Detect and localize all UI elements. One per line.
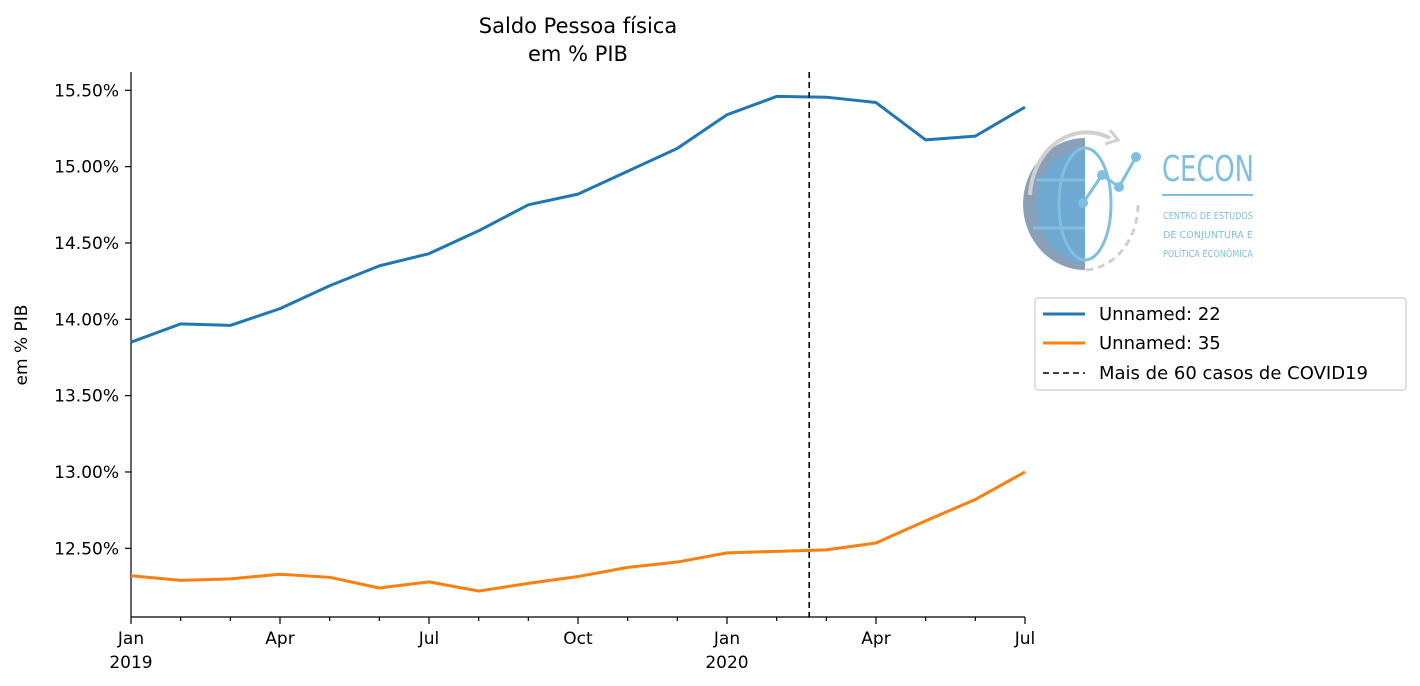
x-tick-label: Jan — [713, 629, 740, 649]
legend-label-series-1: Unnamed: 22 — [1099, 304, 1221, 325]
cecon-logo-line1: CENTRO DE ESTUDOS — [1163, 211, 1253, 222]
cecon-logo-line2: DE CONJUNTURA E — [1163, 230, 1253, 241]
x-tick-label: Jul — [1014, 629, 1036, 649]
series-line-1 — [130, 94, 1026, 344]
y-ticks: 12.50% 13.00% 13.50% 14.00% 14.50% 15.00% 15.5… — [54, 81, 131, 559]
chart-title-line2: em % PIB — [528, 42, 628, 66]
cecon-logo-name: CECON — [1162, 149, 1254, 190]
cecon-logo-line3: POLÍTICA ECONÔMICA — [1163, 247, 1253, 260]
legend-box — [1034, 297, 1407, 391]
y-tick-label: 12.50% — [54, 539, 119, 559]
legend: Unnamed: 22 Unnamed: 35 Mais de 60 casos… — [1034, 297, 1407, 391]
x-tick-label: Jul — [418, 629, 440, 649]
x-tick-year-label: 2020 — [705, 653, 748, 673]
y-tick-label: 14.50% — [54, 234, 119, 254]
legend-label-vline: Mais de 60 casos de COVID19 — [1099, 363, 1368, 384]
series-lines — [130, 94, 1026, 593]
x-tick-label: Apr — [265, 629, 294, 649]
y-tick-label: 13.50% — [54, 387, 119, 407]
legend-label-series-2: Unnamed: 35 — [1099, 333, 1221, 354]
y-axis-label: em % PIB — [12, 305, 32, 386]
y-tick-label: 15.50% — [54, 81, 119, 101]
y-tick-label: 14.00% — [54, 310, 119, 330]
cecon-logo: CECON CENTRO DE ESTUDOS DE CONJUNTURA E … — [1023, 129, 1254, 272]
x-ticks: Jan 2019 Apr Jul Oct Jan 2020 Apr Jul — [109, 617, 1035, 673]
series-line-2 — [130, 470, 1026, 593]
x-tick-label: Apr — [861, 629, 890, 649]
x-tick-label: Oct — [563, 629, 593, 649]
cecon-globe-icon — [1023, 129, 1141, 272]
y-tick-label: 15.00% — [54, 158, 119, 178]
y-tick-label: 13.00% — [54, 463, 119, 483]
x-tick-label: Jan — [117, 629, 144, 649]
x-tick-year-label: 2019 — [109, 653, 152, 673]
chart-title-line1: Saldo Pessoa física — [479, 14, 677, 38]
